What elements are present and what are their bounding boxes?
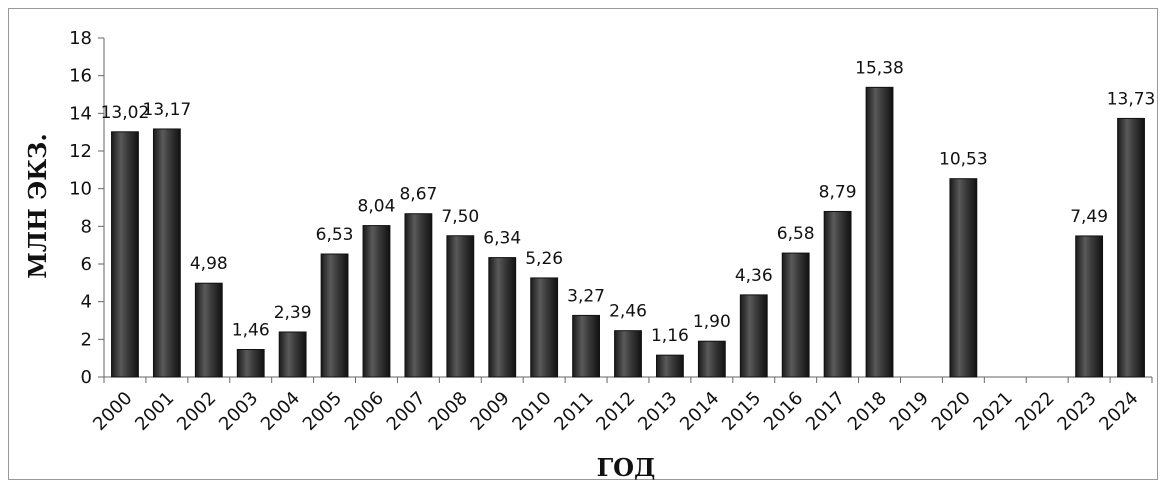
x-tick-label: 2018 <box>844 388 891 435</box>
bar-2003 <box>236 349 265 378</box>
data-label-2011: 3,27 <box>567 286 605 306</box>
y-tick-label: 2 <box>81 329 92 350</box>
bar-2002 <box>194 282 223 378</box>
x-tick-label: 2019 <box>886 388 933 435</box>
x-tick-label: 2022 <box>1011 388 1058 435</box>
data-label-2016: 6,58 <box>777 224 815 244</box>
bar-2013 <box>656 354 684 378</box>
x-axis: 2000200120022003200420052006200720082009… <box>89 376 1153 435</box>
y-tick-label: 12 <box>69 141 92 162</box>
data-label-2015: 4,36 <box>735 266 773 286</box>
data-label-2007: 8,67 <box>399 185 437 205</box>
x-tick-label: 2008 <box>425 388 472 435</box>
y-tick-label: 16 <box>69 66 92 87</box>
data-label-2010: 5,26 <box>525 249 563 269</box>
x-tick-label: 2017 <box>802 388 849 435</box>
y-tick-label: 6 <box>81 254 92 275</box>
bars-group <box>111 86 1145 378</box>
bar-2001 <box>152 128 181 378</box>
x-tick-label: 2005 <box>299 388 346 435</box>
x-tick-label: 2004 <box>257 388 304 435</box>
data-label-2017: 8,79 <box>819 182 857 202</box>
bar-2012 <box>614 330 642 378</box>
bar-2010 <box>530 277 559 378</box>
bar-2011 <box>572 314 600 378</box>
bar-2006 <box>362 225 391 378</box>
x-tick-label: 2016 <box>760 388 807 435</box>
bar-2000 <box>111 131 139 378</box>
x-tick-label: 2001 <box>131 388 178 435</box>
bar-2023 <box>1075 235 1104 378</box>
data-label-2002: 4,98 <box>190 254 228 274</box>
data-label-2014: 1,90 <box>693 312 731 332</box>
x-tick-label: 2006 <box>341 388 388 435</box>
y-axis-title: МЛН ЭКЗ. <box>23 133 52 278</box>
x-tick-label: 2011 <box>550 388 597 435</box>
bar-2014 <box>697 340 726 378</box>
y-axis: 0 2 4 6 8 10 12 14 16 18 <box>69 28 105 388</box>
x-tick-label: 2009 <box>467 388 514 435</box>
x-tick-label: 2014 <box>676 388 723 435</box>
bar-2020 <box>949 178 978 378</box>
x-tick-label: 2002 <box>173 388 220 435</box>
data-label-2018: 15,38 <box>855 58 904 78</box>
data-label-2001: 13,17 <box>143 100 192 120</box>
data-label-2009: 6,34 <box>483 229 521 249</box>
x-tick-label: 2010 <box>508 388 555 435</box>
data-label-2000: 13,02 <box>101 103 150 123</box>
x-axis-title: ГОД <box>597 453 656 482</box>
x-tick-label: 2021 <box>970 388 1017 435</box>
bar-2008 <box>446 235 475 378</box>
x-tick-label: 2015 <box>718 388 765 435</box>
x-tick-label: 2007 <box>383 388 430 435</box>
x-tick-label: 2013 <box>634 388 681 435</box>
y-tick-label: 8 <box>81 216 92 237</box>
x-tick-label: 2020 <box>928 388 975 435</box>
bar-2017 <box>823 210 852 378</box>
x-tick-label: 2024 <box>1095 388 1142 435</box>
x-tick-label: 2023 <box>1053 388 1100 435</box>
bar-2005 <box>320 253 349 378</box>
bar-2018 <box>865 86 894 378</box>
y-tick-label: 14 <box>69 103 92 124</box>
data-label-2020: 10,53 <box>939 150 988 170</box>
data-label-2024: 13,73 <box>1107 89 1156 109</box>
y-tick-label: 4 <box>81 292 92 313</box>
y-tick-label: 0 <box>81 367 92 388</box>
y-tick-label: 10 <box>69 179 92 200</box>
bar-2015 <box>739 294 768 378</box>
y-tick-label: 18 <box>69 28 92 49</box>
x-tick-label: 2000 <box>89 388 136 435</box>
bar-2007 <box>404 213 433 378</box>
data-label-2003: 1,46 <box>232 321 270 341</box>
data-label-2008: 7,50 <box>441 207 479 227</box>
bar-2024 <box>1117 117 1145 378</box>
x-tick-label: 2003 <box>215 388 262 435</box>
data-label-2005: 6,53 <box>316 225 354 245</box>
data-label-2012: 2,46 <box>609 302 647 322</box>
data-label-2013: 1,16 <box>651 326 689 346</box>
bar-2009 <box>488 257 517 378</box>
x-tick-label: 2012 <box>592 388 639 435</box>
data-label-2006: 8,04 <box>358 197 396 217</box>
data-label-2023: 7,49 <box>1070 207 1108 227</box>
data-labels-group: 13,0213,174,981,462,396,538,048,677,506,… <box>101 58 1156 346</box>
bar-2004 <box>278 331 307 378</box>
bar-2016 <box>781 252 810 378</box>
data-label-2004: 2,39 <box>274 303 312 323</box>
